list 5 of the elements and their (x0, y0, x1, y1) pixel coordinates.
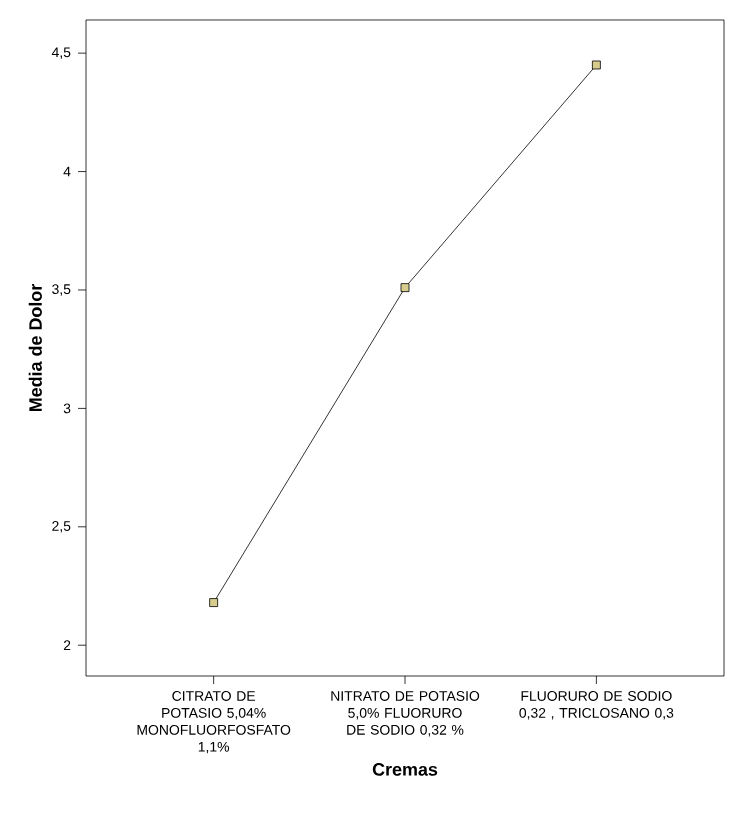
y-axis-title: Media de Dolor (28, 284, 42, 412)
point (591, 60, 601, 70)
x-axis-title: Cremas (372, 763, 438, 776)
point (209, 598, 219, 607)
point (400, 283, 410, 293)
